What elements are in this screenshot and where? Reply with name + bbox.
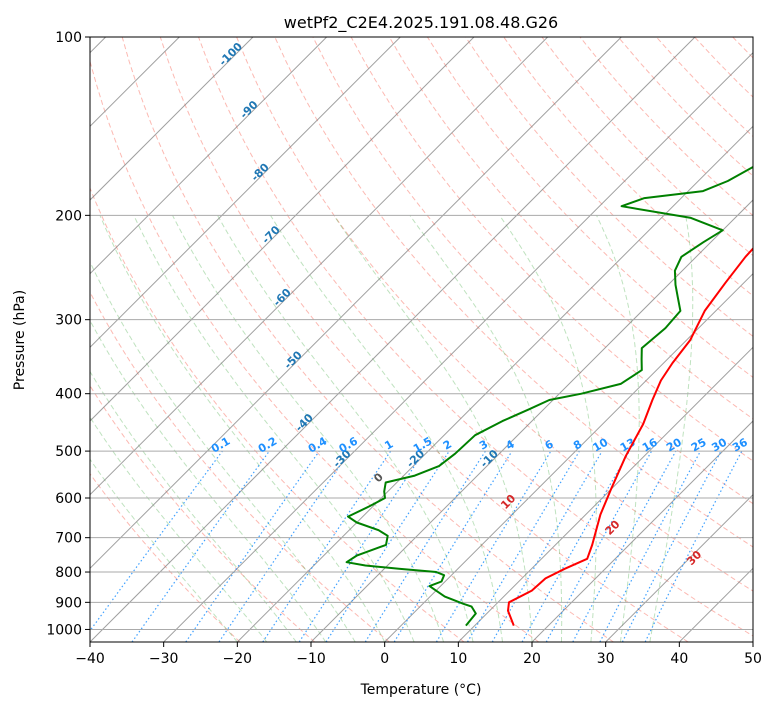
moist-adiabat [649, 215, 694, 642]
mixing-ratio-line [521, 450, 631, 642]
dry-adiabat [90, 384, 316, 642]
isotherm-line [90, 37, 696, 642]
dry-adiabat [121, 37, 614, 642]
mixing-ratio-line [644, 450, 743, 642]
isotherm-line [90, 37, 475, 422]
isotherm-line [163, 51, 753, 642]
y-tick-label: 1000 [46, 622, 82, 638]
moist-adiabat [270, 215, 503, 642]
moist-adiabat [133, 215, 415, 642]
isotherm-line [90, 37, 328, 275]
moist-adiabat [90, 458, 238, 642]
y-tick-label: 600 [55, 491, 82, 507]
dry-adiabat [274, 37, 753, 548]
dry-adiabat [90, 59, 540, 642]
mixing-ratio-line [572, 450, 677, 642]
x-tick-label: 50 [744, 651, 762, 667]
moist-adiabat [99, 215, 386, 642]
y-tick-label: 100 [55, 30, 82, 46]
x-tick-label: −20 [223, 651, 253, 667]
mixing-ratio-line [185, 450, 320, 642]
y-tick-label: 500 [55, 444, 82, 460]
mixing-ratio-line [545, 450, 653, 642]
dry-adiabat [90, 291, 390, 642]
isotherm-line [531, 420, 753, 642]
moist-adiabat [90, 260, 356, 642]
plot-background-lines [90, 37, 753, 642]
y-tick-label: 300 [55, 313, 82, 329]
dry-adiabat [236, 37, 753, 592]
moist-adiabat [596, 215, 640, 642]
y-tick-label: 400 [55, 387, 82, 403]
mixing-ratio-line [131, 450, 270, 642]
dry-adiabat [503, 37, 753, 297]
dry-adiabat [198, 37, 753, 637]
x-tick-label: −10 [296, 651, 326, 667]
moist-adiabat [172, 215, 445, 642]
x-tick-label: −30 [149, 651, 179, 667]
plot-frame [89, 36, 754, 643]
isotherm-line [457, 346, 753, 642]
dry-adiabat [159, 37, 689, 642]
moist-adiabat [90, 416, 268, 642]
y-axis-label: Pressure (hPa) [12, 290, 28, 390]
x-tick-label: 40 [670, 651, 688, 667]
isotherm-line [90, 37, 254, 201]
y-tick-label: 900 [55, 595, 82, 611]
dry-adiabat [90, 186, 465, 642]
mixing-ratio-line [218, 450, 351, 642]
y-tick-label: 200 [55, 208, 82, 224]
x-tick-label: 30 [597, 651, 615, 667]
dry-adiabat [426, 37, 753, 378]
x-tick-label: 20 [523, 651, 541, 667]
axis-ticks: −40 −30 −20 −10 0 10 20 30 40 50 100 200 300 400 500 60… [46, 30, 762, 667]
x-axis-label: Temperature (°C) [360, 682, 482, 698]
temperature-profile-line [507, 247, 753, 626]
dry-adiabat [350, 37, 753, 462]
isotherm-line [90, 37, 549, 496]
isotherm-line [236, 125, 753, 642]
isotherm-line [384, 272, 753, 642]
mixing-ratio-line [325, 450, 450, 642]
mixing-ratio-line [262, 450, 392, 642]
mixing-ratio-line [393, 450, 513, 642]
isotherm-line [90, 37, 401, 349]
y-tick-label: 700 [55, 531, 82, 547]
isotherm-line [310, 199, 753, 642]
x-tick-label: 0 [380, 651, 389, 667]
x-tick-label: −40 [75, 651, 105, 667]
mixing-ratio-line [90, 450, 223, 632]
y-tick-label: 800 [55, 565, 82, 581]
dewpoint-profile-line [345, 165, 753, 627]
isotherm-line [605, 493, 753, 642]
x-tick-label: 10 [449, 651, 467, 667]
chart-title: wetPf2_C2E4.2025.191.08.48.G26 [284, 13, 558, 33]
mixing-ratio-line [298, 450, 425, 642]
isotherm-line [90, 37, 622, 570]
moist-adiabat [90, 319, 327, 642]
dry-adiabat [90, 472, 241, 642]
moist-adiabat [499, 215, 597, 642]
sounding-series [345, 165, 753, 627]
moist-adiabat [409, 215, 563, 642]
moist-adiabat [90, 370, 297, 642]
